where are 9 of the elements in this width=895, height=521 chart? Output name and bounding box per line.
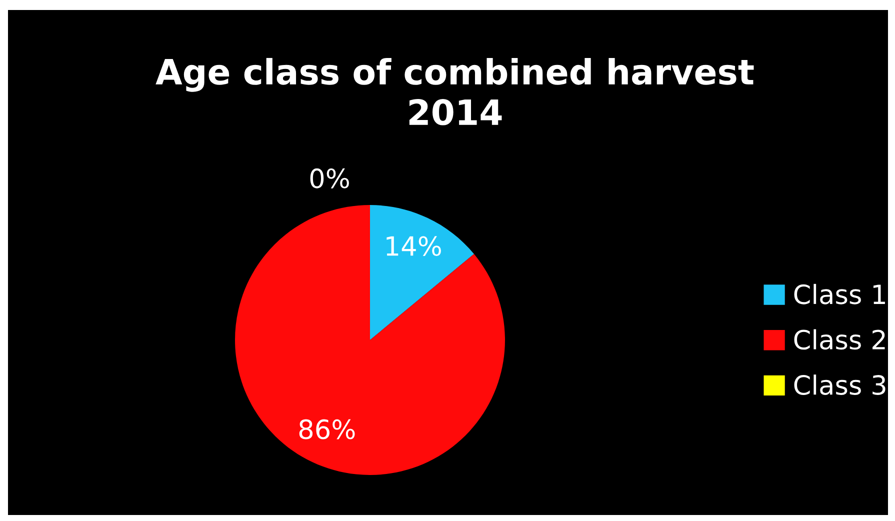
pie-slice bbox=[370, 205, 474, 340]
data-label: 86% bbox=[299, 419, 355, 440]
pie-slice bbox=[235, 205, 505, 475]
legend-label: Class 1 bbox=[794, 284, 885, 304]
data-label: 14% bbox=[386, 236, 441, 256]
chart-title: Age class of combined harvest 2014 bbox=[156, 58, 754, 126]
legend-label: Class 2 bbox=[794, 329, 885, 350]
legend-label: Class 3 bbox=[794, 374, 886, 395]
text: 0% bbox=[310, 168, 349, 188]
